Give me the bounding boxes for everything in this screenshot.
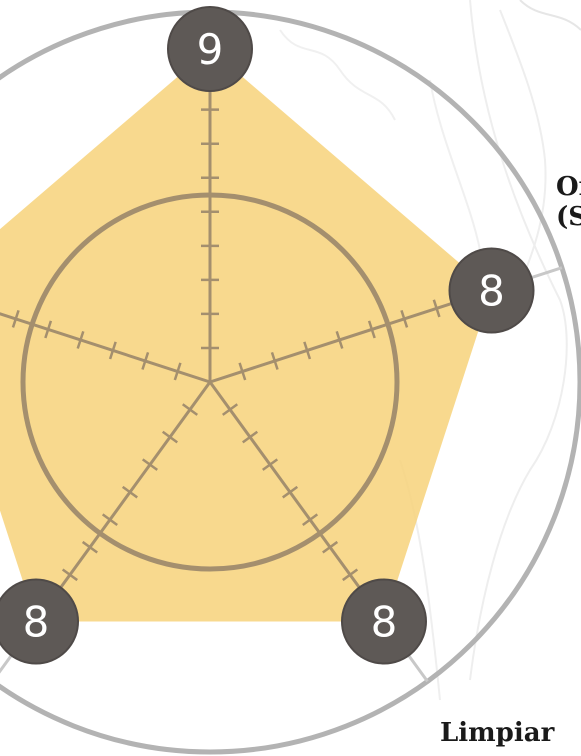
value-badge-3: 8	[340, 578, 427, 665]
spoke-tick	[367, 320, 376, 339]
value-label: 8	[23, 597, 50, 646]
spoke-tick	[81, 540, 98, 554]
spoke-tick	[141, 352, 150, 370]
axis-label-2: Or(S	[556, 172, 581, 232]
spoke-tick	[400, 309, 409, 328]
spoke-tick	[282, 485, 299, 499]
value-label: 8	[371, 597, 398, 646]
spoke-tick	[76, 330, 85, 349]
spoke-tick	[302, 513, 319, 526]
spoke-tick	[121, 485, 138, 499]
spoke-tick	[335, 330, 344, 349]
spoke-tick	[262, 458, 279, 471]
spoke-2	[209, 289, 492, 384]
spokes	[0, 49, 492, 623]
axis-label-limpiar: Limpiar	[440, 718, 555, 748]
spoke-tick	[108, 341, 117, 360]
value-label: 9	[197, 25, 224, 74]
spoke-tick	[238, 362, 247, 381]
spoke-tick	[270, 352, 279, 370]
spoke-tick	[101, 513, 118, 526]
value-badge-circle	[167, 6, 253, 92]
value-label: 8	[478, 267, 505, 316]
spoke-5	[0, 312, 211, 384]
spoke-tick	[221, 403, 239, 416]
value-badge-circle	[0, 578, 80, 665]
spoke-tick	[322, 540, 339, 554]
spoke-tick	[141, 458, 158, 471]
spoke-tick	[181, 403, 199, 416]
spoke-tick	[432, 299, 441, 318]
value-badge-circle	[448, 247, 535, 334]
value-badge-2: 8	[448, 247, 535, 334]
value-badge-circle	[340, 578, 427, 665]
value-badge-1: 9	[167, 6, 253, 92]
value-badges: 98888	[0, 6, 535, 665]
spoke-tick	[61, 568, 78, 582]
spoke-tick	[161, 430, 178, 444]
spoke-tick	[242, 430, 259, 444]
spoke-tick	[173, 362, 182, 381]
spoke-tick	[342, 568, 359, 582]
spoke-3	[208, 381, 386, 623]
spoke-4	[34, 381, 212, 623]
spoke-tick	[11, 309, 20, 328]
value-badge-4: 8	[0, 578, 80, 665]
spoke-tick	[303, 341, 312, 360]
spoke-tick	[44, 320, 53, 339]
